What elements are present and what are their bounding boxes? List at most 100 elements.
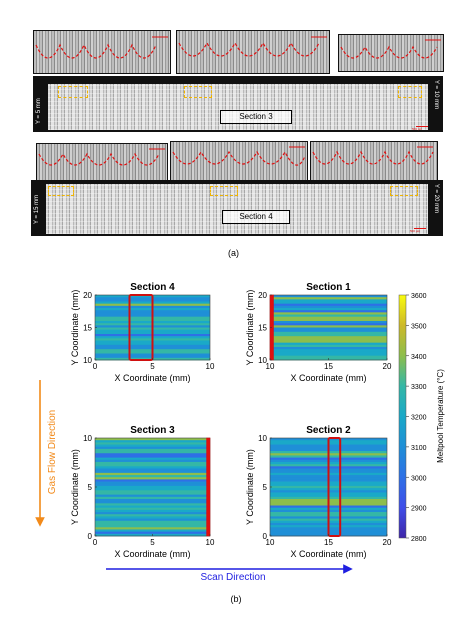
heatmap-stripe — [270, 308, 387, 311]
heatmap-stripe — [95, 479, 210, 482]
heatmap-stripe — [95, 512, 210, 515]
region-marker — [210, 186, 238, 196]
x-tick-label: 10 — [266, 362, 275, 371]
heatmap-stripe — [270, 323, 387, 326]
heatmap-stripe — [95, 516, 210, 519]
gas-flow-label: Gas Flow Direction — [47, 410, 58, 494]
colorbar-tick-label: 3000 — [411, 475, 427, 482]
y-tick-label: 10 — [83, 356, 92, 365]
x-tick-label: 20 — [383, 538, 392, 547]
chart-title: Section 4 — [130, 282, 175, 293]
meltpool-micrograph-6 — [310, 141, 438, 181]
heatmap-stripe — [95, 453, 210, 456]
heatmap-stripe — [270, 342, 387, 346]
y-axis-label: Y Coordinate (mm) — [245, 449, 255, 525]
meltpool-boundary-overlay — [178, 36, 327, 57]
heatmap-stripe — [270, 314, 387, 318]
x-tick-label: 0 — [93, 362, 98, 371]
region-marker — [48, 186, 74, 196]
x-tick-label: 10 — [206, 538, 215, 547]
meltpool-micrograph-1 — [33, 30, 171, 74]
x-axis-label: X Coordinate (mm) — [290, 549, 366, 559]
heatmap-stripe — [270, 305, 387, 309]
heatmap-stripe — [95, 464, 210, 467]
y-tick-label: 10 — [83, 434, 92, 443]
heatmap-stripe — [95, 468, 210, 472]
x-tick-label: 20 — [383, 362, 392, 371]
heatmap-stripe — [95, 477, 210, 480]
colorbar-tick-label: 3600 — [411, 293, 427, 300]
heatmap-stripe — [95, 442, 210, 445]
heatmap-stripe — [270, 347, 387, 350]
x-axis-label: X Coordinate (mm) — [290, 373, 366, 383]
chart-title: Section 1 — [306, 282, 351, 293]
x-tick-label: 15 — [324, 362, 333, 371]
y-tick-label: 0 — [263, 532, 268, 541]
heatmap-stripe — [270, 303, 387, 307]
heatmap-stripe — [95, 472, 210, 476]
heatmap-stripe — [95, 494, 210, 498]
heatmap-stripe — [95, 459, 210, 463]
heatmap-stripe — [95, 481, 210, 485]
heatmap-stripe — [95, 520, 210, 524]
heatmap-stripe — [95, 490, 210, 493]
section-3-strip: Section 3 — [48, 84, 428, 130]
meltpool-boundary-overlay — [312, 146, 434, 165]
heatmap-stripe — [95, 498, 210, 502]
heatmap-stripe — [95, 529, 210, 533]
heatmap-stripe — [270, 318, 387, 322]
heatmap-stripe — [95, 522, 210, 526]
heatmap-stripe — [270, 310, 387, 313]
region-marker — [58, 86, 88, 98]
y-axis-label: Y Coordinate (mm) — [70, 290, 80, 366]
heatmap-section-1: Section 1 10 15 20 10 15 20 X Coordinate (mm) Y … — [245, 282, 392, 383]
meltpool-micrograph-2 — [176, 30, 330, 74]
colorbar-tick-label: 3400 — [411, 354, 427, 361]
meltpool-micrograph-3 — [338, 34, 444, 72]
heatmap-stripe — [95, 461, 210, 465]
heatmap-stripe — [270, 349, 387, 352]
heatmap-stripe — [270, 340, 387, 344]
heatmap-stripe — [270, 321, 387, 324]
heatmap-stripe — [95, 525, 210, 528]
heatmap-stripe — [270, 301, 387, 305]
heatmap-stripe — [95, 527, 210, 530]
y-tick-label: 10 — [258, 434, 267, 443]
region-marker — [184, 86, 212, 98]
section-4-strip: Section 4 — [46, 184, 428, 234]
panel-a-caption: (a) — [228, 248, 239, 258]
heatmap-stripe — [95, 531, 210, 535]
meltpool-boundary-overlay — [35, 36, 168, 59]
section-4-scalebar — [414, 228, 426, 229]
chart-title: Section 2 — [306, 425, 351, 436]
highlight-region — [206, 437, 211, 537]
colorbar-tick-label: 2900 — [411, 506, 427, 513]
heatmap-stripe — [95, 451, 210, 454]
heatmap-stripe — [95, 505, 210, 509]
heatmap-stripe — [270, 344, 387, 348]
heatmap-stripe — [270, 312, 387, 315]
x-axis-label: X Coordinate (mm) — [114, 549, 190, 559]
heatmap-stripe — [270, 331, 387, 335]
colorbar-tick-label: 3100 — [411, 445, 427, 452]
section-3-label: Section 3 — [220, 110, 292, 124]
heatmap-section-4: Section 4 0 5 10 10 15 20 X Coordinate (mm) Y Co… — [70, 282, 215, 383]
heatmap-stripe — [95, 475, 210, 478]
colorbar — [398, 294, 407, 539]
region-marker — [390, 186, 418, 196]
highlight-region — [128, 294, 154, 361]
y-tick-label: 0 — [88, 532, 93, 541]
y-tick-label: 15 — [83, 324, 92, 333]
heatmap-stripe — [95, 492, 210, 496]
heatmap-stripe — [95, 483, 210, 487]
heatmap-stripe — [270, 351, 387, 354]
x-axis-label: X Coordinate (mm) — [114, 373, 190, 383]
section-4-label: Section 4 — [222, 210, 290, 224]
heatmap-stripe — [95, 448, 210, 452]
colorbar-tick-label: 3500 — [411, 323, 427, 330]
y-tick-label: 15 — [258, 324, 267, 333]
heatmap-stripe — [95, 507, 210, 511]
heatmap-stripe — [95, 446, 210, 450]
meltpool-boundary-overlay — [340, 39, 441, 59]
